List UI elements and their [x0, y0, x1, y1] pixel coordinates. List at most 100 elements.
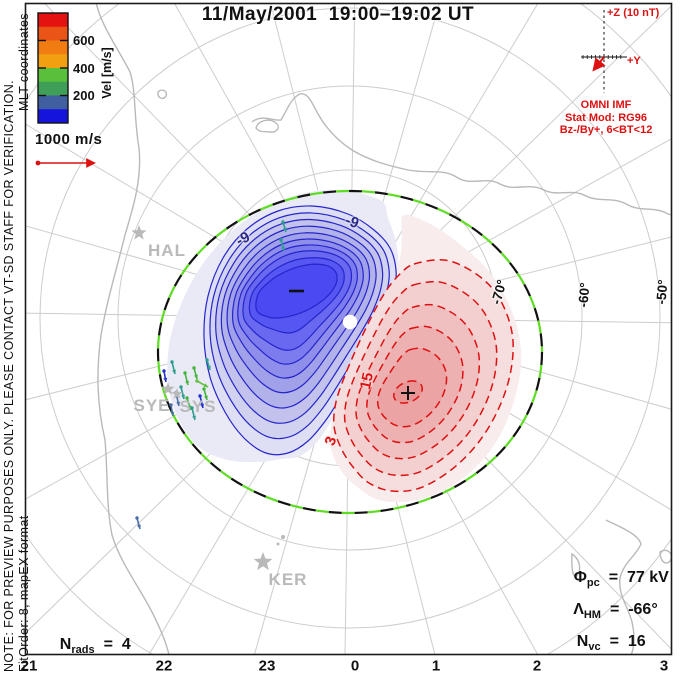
coastline [251, 93, 672, 216]
phi-symbol: Φ [573, 569, 587, 586]
pole-marker [342, 314, 358, 330]
radar-site-markers [131, 225, 273, 571]
colorbar-segment [38, 81, 68, 96]
vector-arrowhead [185, 380, 189, 385]
imf-source-label: OMNI IMF [580, 99, 632, 111]
colorbar-tick-400: 400 [73, 60, 95, 76]
imf-model-label: Stat Mod: RG96 [565, 112, 647, 124]
vector-arrowhead [137, 524, 141, 529]
velocity-colorbar [37, 12, 69, 124]
imf-y-axis-label: +Y [627, 55, 641, 67]
lambda-symbol: Λ [573, 601, 584, 618]
radar-site-star [131, 225, 147, 240]
vector-arrowhead [194, 374, 198, 379]
mlt-axis-label-23: 23 [258, 657, 276, 674]
nvc-value: = 16 [609, 633, 646, 650]
plot-frame [24, 2, 673, 656]
mlt-meridian [397, 4, 672, 273]
coastline [255, 119, 279, 133]
coastlines [95, 3, 672, 655]
mlt-axis-label-22: 22 [155, 657, 173, 674]
fit-order-note: FitOrder: 8, mapEX format [17, 515, 31, 672]
velocity-vectors [135, 220, 287, 530]
imf-z-axis-label: +Z (10 nT) [607, 7, 660, 19]
stat-hm-boundary: ΛHM = -66° [556, 583, 658, 639]
colorbar-segment [38, 109, 68, 124]
reference-vector-label: 1000 m/s [35, 131, 103, 148]
phi-subscript: pc [586, 577, 600, 590]
stat-vector-count: Nvc = 16 [559, 615, 646, 671]
stat-radar-count: Nrads = 4 [42, 618, 131, 674]
mlt-meridian [270, 3, 335, 255]
colorbar-segment [38, 54, 68, 69]
reference-vector-arrow [35, 158, 96, 168]
mlt-axis-label-0: 0 [350, 657, 360, 674]
nrads-value: = 4 [103, 636, 131, 653]
latitude-circle [117, 85, 583, 551]
vector-arrowhead [170, 411, 175, 416]
latitude-label-60: -60° [575, 281, 593, 309]
lambda-value: = -66° [609, 601, 658, 618]
magnetic-pole-dot [342, 314, 358, 330]
radar-site-star [171, 388, 183, 399]
colorbar-tick-200: 200 [73, 88, 95, 103]
radar-site-star [253, 552, 273, 571]
plot-title: 11/May/2001 19:00–19:02 UT [201, 4, 475, 25]
station-label-hal: HAL [148, 241, 186, 260]
vector-arrowhead [176, 401, 181, 406]
mlt-axis-label-21: 21 [20, 657, 38, 674]
vector-arrowhead [282, 227, 287, 232]
nrads-symbol: N [59, 636, 72, 653]
stat-cross-polar-potential: Φpc = 77 kV [556, 551, 669, 607]
colorbar-tick-600: 600 [73, 33, 95, 48]
nvc-subscript: vc [588, 641, 601, 654]
hmb-green-dashes [156, 189, 544, 515]
nvc-symbol: N [576, 633, 589, 650]
vector-arrowhead [200, 403, 204, 408]
coastline [571, 552, 581, 578]
lambda-subscript: HM [583, 609, 601, 622]
mlt-meridian [350, 3, 356, 253]
preview-note: NOTE: FOR PREVIEW PURPOSES ONLY. PLEASE … [2, 80, 16, 672]
vector-arrowhead [204, 395, 208, 400]
vector-arrowhead [206, 365, 211, 370]
potential-contours [167, 189, 522, 503]
small-island [281, 535, 285, 539]
mlt-meridian [367, 3, 440, 255]
colorbar-segment [38, 13, 68, 28]
imf-conditions-label: Bz-/By+, 6<BT<12 [559, 123, 653, 136]
mlt-axis-label-3: 3 [659, 657, 669, 674]
small-island [276, 542, 280, 546]
vector-arrowhead [172, 369, 176, 374]
mlt-axis-label-1: 1 [431, 657, 441, 674]
mlt-meridian [253, 381, 333, 655]
vector-arrowhead [281, 246, 285, 251]
mlt-axis-label-2: 2 [532, 657, 542, 674]
latitude-circle [39, 7, 661, 629]
coordinates-note: MLT coordinates [17, 13, 31, 111]
vector-arrowhead [192, 415, 196, 420]
latitude-label-50: -50° [653, 278, 671, 306]
colorbar-segment [38, 95, 68, 110]
vector-arrowhead [181, 394, 185, 399]
imf-vector-arrow [592, 56, 606, 72]
radar-site-star [161, 382, 175, 395]
station-label-sye: SYE [133, 396, 171, 415]
heppner-maynard-boundary [156, 189, 544, 515]
station-label-sys: SYS [179, 397, 217, 416]
imf-dial [581, 10, 627, 93]
vector-arrowhead [203, 383, 208, 387]
coastline [157, 89, 168, 100]
station-label-ker: KER [268, 570, 308, 589]
colorbar-axis-label: Vel [m/s] [100, 47, 114, 99]
colorbar-segment [38, 26, 68, 41]
contour-label-pos-15: 15 [356, 371, 378, 391]
colorbar-segment [38, 68, 68, 83]
phi-value: = 77 kV [608, 569, 669, 586]
colorbar-segment [38, 40, 68, 55]
nrads-subscript: rads [71, 644, 95, 657]
coastline [605, 519, 642, 655]
coastline [95, 3, 170, 655]
